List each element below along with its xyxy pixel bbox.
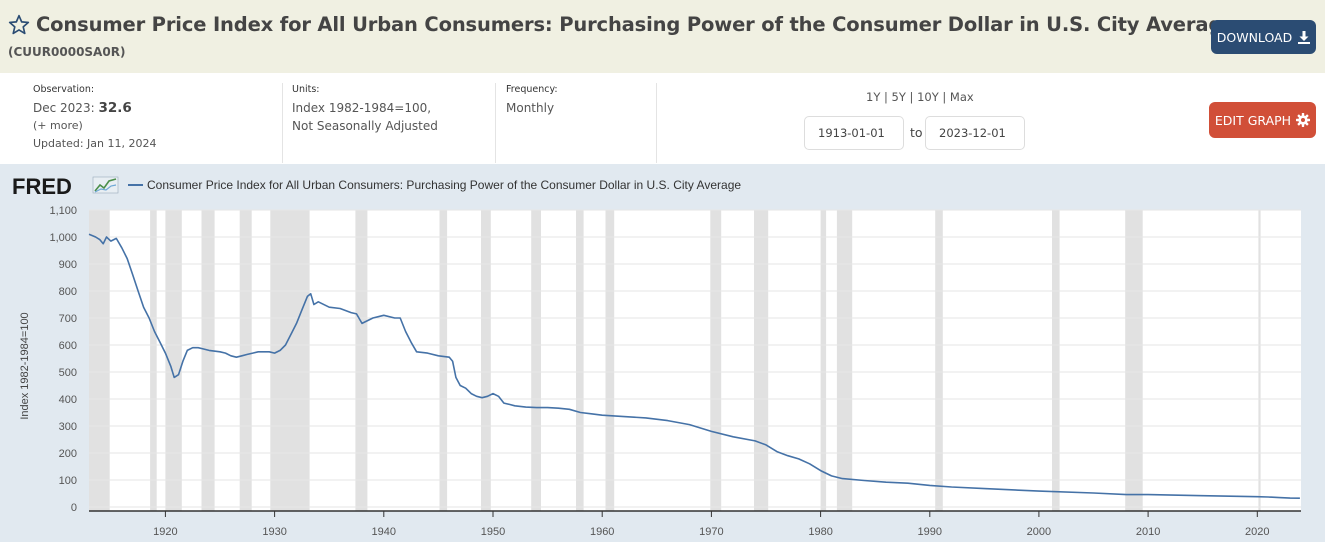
- series-line: [88, 233, 1300, 499]
- gear-icon: [1296, 113, 1311, 127]
- observation-date: Dec 2023:: [33, 101, 95, 115]
- recession-band: [710, 210, 722, 511]
- range-links: 1Y | 5Y | 10Y | Max: [866, 90, 974, 104]
- range-separator: |: [909, 90, 914, 104]
- more-link[interactable]: (+ more): [33, 119, 83, 132]
- chart-area: FRED Consumer Price Index for All Urban …: [0, 164, 1325, 542]
- edit-graph-label: EDIT GRAPH: [1214, 112, 1292, 128]
- recession-band: [355, 210, 368, 511]
- y-tick-label: 1,100: [49, 205, 77, 217]
- y-tick-label: 1,000: [49, 232, 77, 244]
- star-outline-icon[interactable]: [8, 14, 30, 36]
- recession-band: [201, 210, 215, 511]
- y-tick-label: 0: [71, 502, 77, 514]
- edit-graph-button[interactable]: EDIT GRAPH: [1209, 102, 1316, 138]
- recession-band: [270, 210, 310, 511]
- fred-logo-chart-icon: [92, 176, 119, 194]
- recession-band: [89, 210, 110, 511]
- start-date-input[interactable]: 1913-01-01: [804, 116, 904, 150]
- observation-value: 32.6: [98, 100, 132, 116]
- legend-series-label: Consumer Price Index for All Urban Consu…: [147, 178, 741, 192]
- recession-band: [1052, 210, 1060, 511]
- units-line-2: Not Seasonally Adjusted: [292, 119, 438, 133]
- to-label: to: [910, 125, 923, 140]
- recession-band: [576, 210, 584, 511]
- recession-band: [439, 210, 448, 511]
- recession-band: [1258, 210, 1261, 511]
- y-tick-label: 400: [59, 394, 77, 406]
- range-max[interactable]: Max: [949, 90, 974, 104]
- recession-band: [481, 210, 491, 511]
- y-tick-label: 200: [59, 448, 77, 460]
- meta-divider: [495, 83, 496, 163]
- recession-band: [1125, 210, 1143, 511]
- page-title: Consumer Price Index for All Urban Consu…: [36, 13, 1236, 36]
- y-tick-label: 500: [59, 367, 77, 379]
- y-axis-ticks: 0 100 200 300 400 500 600 700 800 900 1,000 1,100: [49, 205, 77, 514]
- recession-band: [531, 210, 541, 511]
- observation-line: Dec 2023: 32.6: [33, 99, 156, 117]
- recession-band: [935, 210, 943, 511]
- meta-divider: [282, 83, 283, 163]
- meta-divider: [656, 83, 657, 163]
- frequency-block: Frequency: Monthly: [506, 84, 558, 117]
- range-1y[interactable]: 1Y: [866, 90, 881, 104]
- recession-band: [820, 210, 827, 511]
- y-tick-label: 300: [59, 421, 77, 433]
- download-arrow-icon: [1298, 30, 1311, 44]
- fred-chart: FRED Consumer Price Index for All Urban …: [12, 174, 1301, 538]
- fred-logo: FRED: [12, 174, 72, 199]
- x-tick-label: 2000: [1027, 526, 1051, 538]
- x-tick-label: 1980: [808, 526, 832, 538]
- x-tick-label: 1940: [372, 526, 396, 538]
- y-tick-label: 900: [59, 259, 77, 271]
- x-tick-label: 2020: [1245, 526, 1269, 538]
- x-tick-label: 1920: [153, 526, 177, 538]
- frequency-label: Frequency:: [506, 84, 558, 95]
- x-tick-label: 1990: [918, 526, 942, 538]
- download-label: DOWNLOAD: [1216, 29, 1293, 45]
- y-tick-label: 700: [59, 313, 77, 325]
- x-tick-label: 2010: [1136, 526, 1160, 538]
- x-tick-label: 1960: [590, 526, 614, 538]
- grid-lines: [89, 209, 1301, 508]
- recession-band: [836, 210, 853, 511]
- recession-band: [754, 210, 769, 511]
- observation-block: Observation: Dec 2023: 32.6 (+ more) Upd…: [33, 84, 156, 153]
- series-meta-row: Observation: Dec 2023: 32.6 (+ more) Upd…: [0, 73, 1325, 164]
- y-tick-label: 100: [59, 475, 77, 487]
- recession-band: [239, 210, 252, 511]
- units-line-1: Index 1982-1984=100,: [292, 101, 432, 115]
- updated-date: Updated: Jan 11, 2024: [33, 137, 157, 150]
- recession-shading: [89, 210, 1261, 511]
- download-button[interactable]: DOWNLOAD: [1211, 20, 1316, 54]
- range-10y[interactable]: 10Y: [917, 90, 939, 104]
- frequency-value: Monthly: [506, 101, 555, 115]
- x-axis-ticks: 1920 1930 1940 1950 1960 1970 1980 1990 2000 2010…: [153, 511, 1270, 538]
- recession-band: [605, 210, 615, 511]
- observation-label: Observation:: [33, 84, 95, 95]
- series-id: (CUUR0000SA0R): [8, 45, 126, 59]
- recession-band: [150, 210, 157, 511]
- range-separator: |: [884, 90, 888, 104]
- range-5y[interactable]: 5Y: [891, 90, 906, 104]
- units-block: Units: Index 1982-1984=100, Not Seasonal…: [292, 84, 438, 135]
- end-date-input[interactable]: 2023-12-01: [925, 116, 1025, 150]
- y-tick-label: 800: [59, 286, 77, 298]
- y-axis-label: Index 1982-1984=100: [19, 312, 31, 419]
- x-tick-label: 1930: [262, 526, 286, 538]
- units-label: Units:: [292, 84, 320, 95]
- recession-band: [165, 210, 182, 511]
- x-tick-label: 1970: [699, 526, 723, 538]
- y-tick-label: 600: [59, 340, 77, 352]
- range-separator: |: [942, 90, 947, 104]
- series-header: Consumer Price Index for All Urban Consu…: [0, 0, 1325, 73]
- x-tick-label: 1950: [481, 526, 505, 538]
